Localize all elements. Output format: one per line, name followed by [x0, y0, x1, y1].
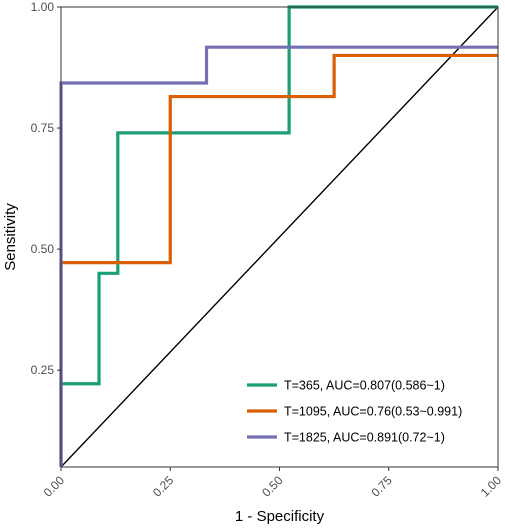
x-axis-title: 1 - Specificity	[235, 508, 325, 525]
series-line-1	[59, 5, 498, 467]
legend-label-2: T=1095, AUC=0.76(0.53~0.991)	[284, 405, 462, 419]
legend-label-3: T=1825, AUC=0.891(0.72~1)	[284, 431, 445, 445]
y-tick-label: 0.25	[31, 363, 55, 377]
legend: T=365, AUC=0.807(0.586~1) T=1095, AUC=0.7…	[247, 379, 462, 445]
reference-diagonal-line	[60, 6, 499, 468]
legend-label-1: T=365, AUC=0.807(0.586~1)	[284, 379, 445, 393]
y-tick-label: 0.75	[31, 121, 55, 135]
y-tick-label: 0.50	[31, 242, 55, 256]
y-axis-title: Sensitivity	[2, 203, 19, 271]
y-tick-label: 1.00	[31, 0, 55, 14]
